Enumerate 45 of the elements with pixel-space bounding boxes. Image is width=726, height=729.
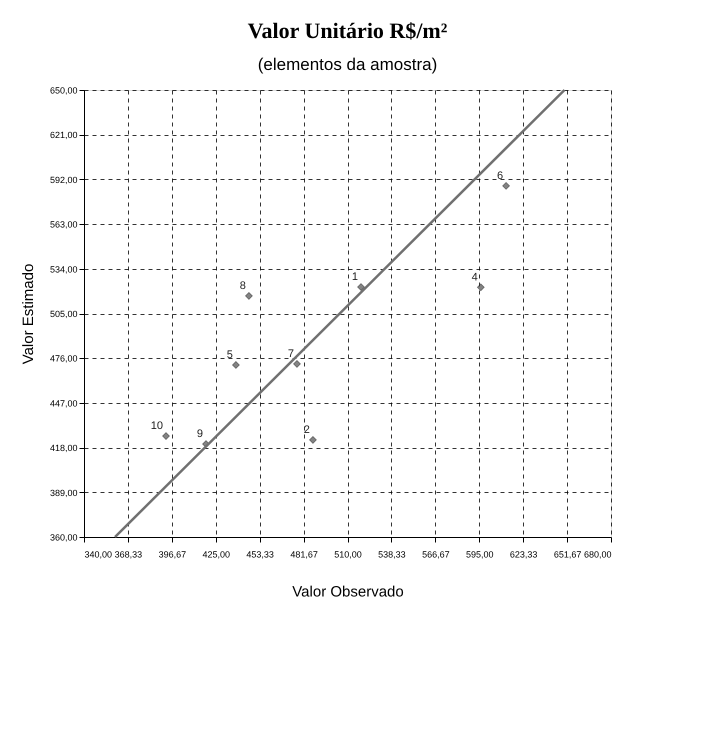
x-tick-label: 510,00	[334, 550, 362, 560]
y-tick-label: 447,00	[50, 398, 78, 408]
x-tick-label: 340,00	[84, 550, 112, 560]
annotation: 2	[304, 424, 310, 436]
x-tick-label: 538,33	[378, 550, 406, 560]
point	[477, 284, 485, 292]
annotation: 1	[352, 270, 358, 283]
chart-subtitle: (elementos da amostra)	[258, 55, 438, 74]
y-tick-label: 650,00	[50, 86, 78, 96]
x-tick-label: 453,33	[246, 550, 274, 560]
point	[162, 432, 170, 440]
annotation: 5	[226, 348, 233, 361]
x-tick-label: 368,33	[114, 550, 142, 560]
annotation: 6	[496, 170, 504, 182]
y-tick-label: 389,00	[50, 488, 78, 498]
annotation: 7	[288, 348, 294, 360]
point	[293, 360, 301, 368]
point	[232, 361, 240, 369]
point	[357, 283, 365, 291]
y-tick-label: 534,00	[50, 264, 78, 274]
point	[502, 182, 510, 190]
y-tick-label: 476,00	[50, 354, 78, 364]
x-tick-label: 651,67	[554, 550, 582, 560]
chart-title: Valor Unitário R$/m²	[248, 18, 448, 43]
x-tick-label: 566,67	[422, 550, 450, 560]
y-tick-label: 563,00	[50, 220, 78, 230]
point	[245, 292, 253, 300]
y-tick-label: 360,00	[50, 532, 78, 542]
annotation: 9	[196, 428, 203, 440]
y-axis-title: Valor Estimado	[20, 264, 37, 364]
annotation: 4	[472, 271, 478, 284]
y-tick-label: 505,00	[50, 309, 78, 319]
y-tick-label: 418,00	[50, 443, 78, 454]
x-tick-label: 481,67	[290, 550, 318, 560]
x-tick-label: 425,00	[202, 550, 230, 560]
annotation: 8	[240, 280, 246, 292]
y-tick-label: 621,00	[50, 130, 78, 140]
x-tick-label: 595,00	[466, 550, 494, 560]
annotation: 10	[150, 420, 163, 432]
x-axis-title: Valor Observado	[292, 584, 404, 600]
x-tick-label: 396,67	[158, 550, 186, 560]
x-tick-label: 623,33	[510, 550, 538, 560]
x-tick-label: 680,00	[584, 550, 612, 560]
y-tick-label: 592,00	[50, 174, 78, 185]
point	[309, 436, 317, 444]
